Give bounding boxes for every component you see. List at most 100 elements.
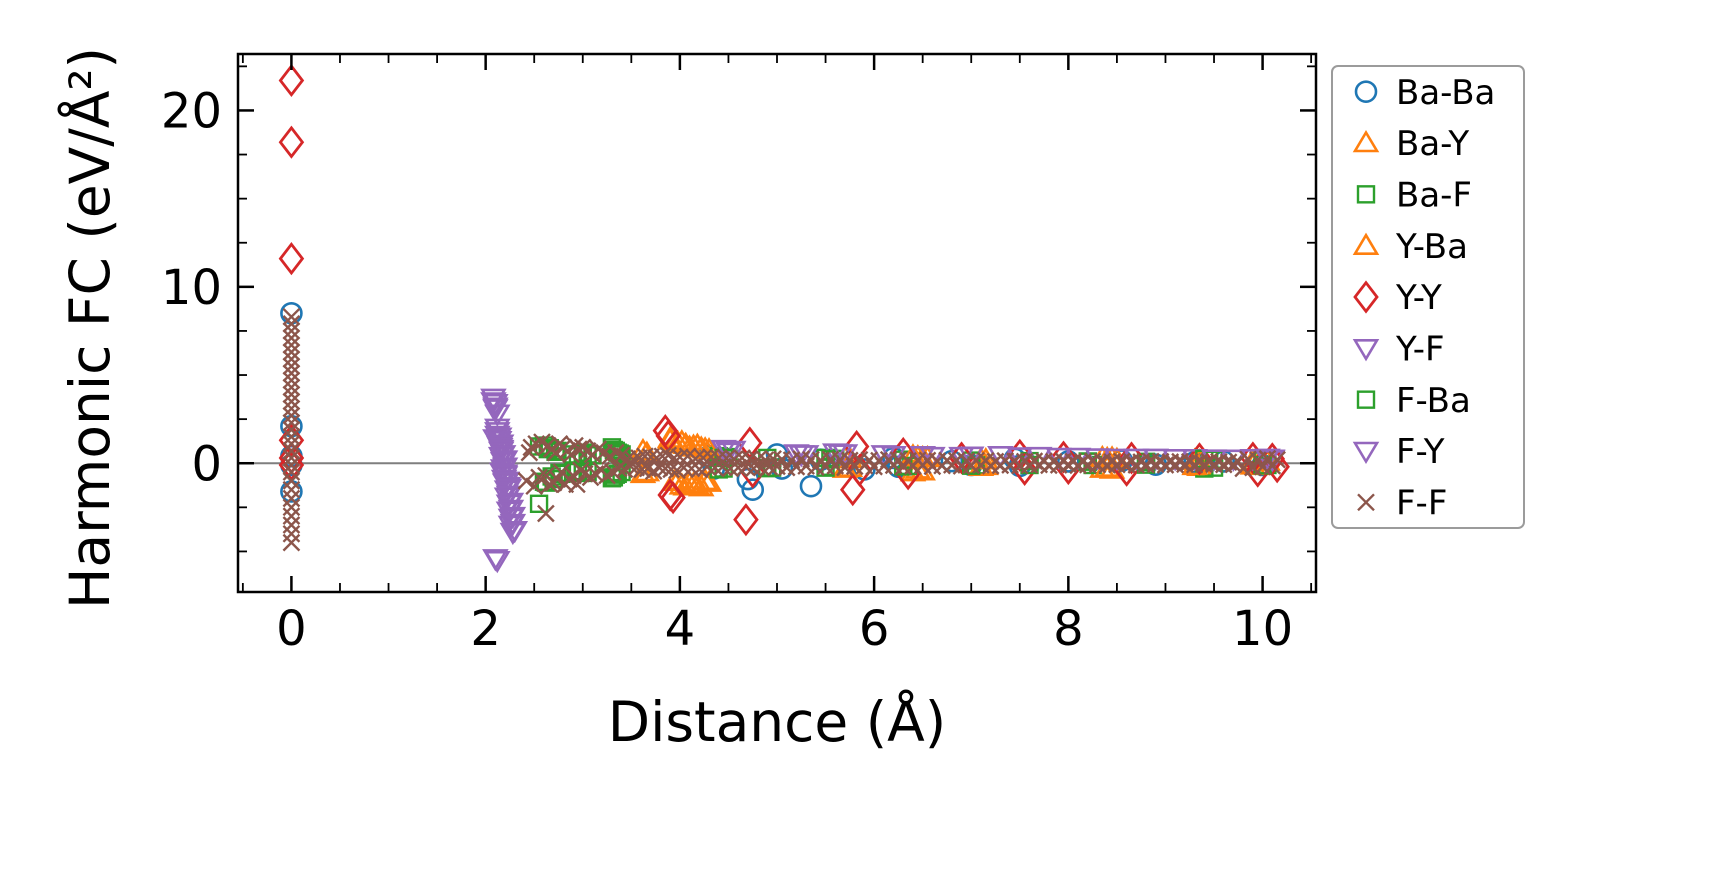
marker-F-F — [740, 449, 759, 468]
legend-marker-diamond — [1353, 280, 1379, 314]
y-tick-label: 0 — [191, 437, 222, 493]
marker-F-F — [1268, 450, 1286, 469]
marker-F-F — [282, 456, 301, 474]
marker-F-F — [282, 420, 301, 439]
marker-F-F — [530, 468, 548, 487]
marker-F-Y — [491, 457, 519, 480]
marker-F-F — [282, 392, 301, 411]
marker-F-F — [282, 498, 301, 517]
tick-labels: 0 2 4 6 8 10 0 10 20 — [161, 84, 1293, 657]
marker-Y-Y — [278, 242, 305, 276]
marker-Y-Y — [278, 125, 305, 159]
marker-F-F — [698, 457, 716, 476]
marker-F-F — [282, 463, 301, 481]
marker-F-F — [282, 371, 301, 390]
x-tick-label: 8 — [1053, 601, 1084, 657]
marker-Y-Y — [733, 503, 759, 537]
marker-F-F — [282, 413, 301, 432]
marker-F-F — [282, 449, 301, 467]
marker-F-Y — [831, 444, 859, 467]
legend-entry-Y-Ba: Y-Ba — [1352, 227, 1468, 267]
marker-F-Y — [485, 427, 513, 450]
legend-entry-Ba-Y: Ba-Y — [1352, 124, 1469, 164]
marker-Ba-Ba — [799, 474, 823, 498]
ticks — [238, 54, 1316, 592]
legend-marker-square — [1356, 185, 1376, 204]
x-tick-label: 0 — [276, 601, 307, 657]
marker-F-F — [282, 399, 301, 418]
legend-entry-Y-F: Y-F — [1352, 330, 1445, 370]
legend-marker-triangle-up — [1352, 232, 1380, 255]
marker-F-Y — [499, 506, 527, 530]
marker-Y-Ba — [664, 429, 692, 453]
marker-F-F — [705, 458, 724, 477]
x-tick-label: 10 — [1232, 601, 1293, 657]
marker-F-F — [282, 364, 301, 383]
series-F-F — [282, 307, 1286, 552]
marker-Y-Y — [1007, 438, 1033, 472]
legend-label: F-Y — [1396, 432, 1445, 472]
y-tick-label: 10 — [161, 260, 222, 316]
marker-Y-Y — [660, 481, 686, 515]
axes-frame — [236, 52, 1318, 594]
marker-F-F — [517, 472, 536, 490]
marker-F-F — [717, 449, 736, 468]
marker-Y-Ba — [1181, 452, 1208, 476]
legend-marker-triangle-down — [1352, 339, 1380, 362]
marker-F-F — [282, 315, 301, 333]
marker-F-F — [282, 307, 301, 326]
marker-F-F — [282, 434, 301, 453]
legend-marker-triangle-up — [1352, 129, 1380, 153]
legend-label: F-Ba — [1396, 381, 1471, 421]
marker-Ba-Y — [695, 469, 723, 492]
marker-F-F — [282, 322, 301, 340]
marker-F-Y — [493, 471, 521, 494]
marker-F-F — [674, 458, 693, 477]
marker-F-F — [686, 449, 705, 468]
legend-entry-F-F: F-F — [1357, 484, 1447, 524]
legend-entry-Ba-F: Ba-F — [1356, 176, 1472, 216]
marker-F-Y — [489, 445, 517, 468]
marker-F-Y — [501, 520, 529, 544]
marker-F-Y — [489, 450, 517, 473]
marker-Y-Ba — [680, 433, 707, 456]
marker-F-F — [282, 378, 301, 397]
legend-box — [1331, 65, 1525, 529]
marker-F-Y — [482, 549, 509, 572]
marker-Ba-F — [529, 494, 549, 514]
marker-F-F — [282, 472, 301, 490]
legend-marker-x — [1357, 493, 1375, 512]
marker-F-F — [282, 480, 301, 499]
legend-entry-F-Y: F-Y — [1352, 432, 1445, 472]
marker-F-F — [282, 350, 301, 369]
marker-F-Y — [482, 397, 509, 420]
marker-F-F — [282, 343, 301, 361]
marker-Y-Y — [278, 63, 305, 98]
marker-F-F — [702, 448, 720, 466]
marker-F-Y — [919, 446, 946, 470]
marker-F-F — [537, 504, 555, 523]
marker-F-Y — [792, 445, 820, 468]
marker-F-F — [282, 524, 301, 543]
y-axis-label: Harmonic FC (eV/Å²) — [58, 47, 122, 609]
legend-label: Y-F — [1395, 330, 1445, 370]
x-tick-label: 6 — [859, 601, 890, 657]
legend-marker-triangle-down — [1352, 441, 1380, 465]
marker-F-Y — [487, 434, 515, 457]
marker-F-F — [694, 449, 713, 467]
marker-F-F — [744, 459, 763, 478]
marker-F-F — [729, 458, 748, 477]
x-tick-label: 2 — [470, 601, 501, 657]
marker-F-Y — [497, 492, 525, 516]
marker-F-Y — [499, 513, 527, 537]
marker-F-F — [282, 507, 301, 525]
marker-F-F — [606, 443, 625, 462]
legend-entry-Ba-Ba: Ba-Ba — [1354, 73, 1495, 113]
marker-Y-Ba — [691, 467, 719, 491]
marker-F-F — [282, 533, 301, 552]
y-tick-label: 20 — [161, 84, 222, 140]
legend: Ba-Ba Ba-Y Ba-F Y-Ba Y-Y Y-F F-Ba F-Y F-F — [1331, 65, 1525, 529]
marker-Ba-Ba — [741, 478, 765, 501]
